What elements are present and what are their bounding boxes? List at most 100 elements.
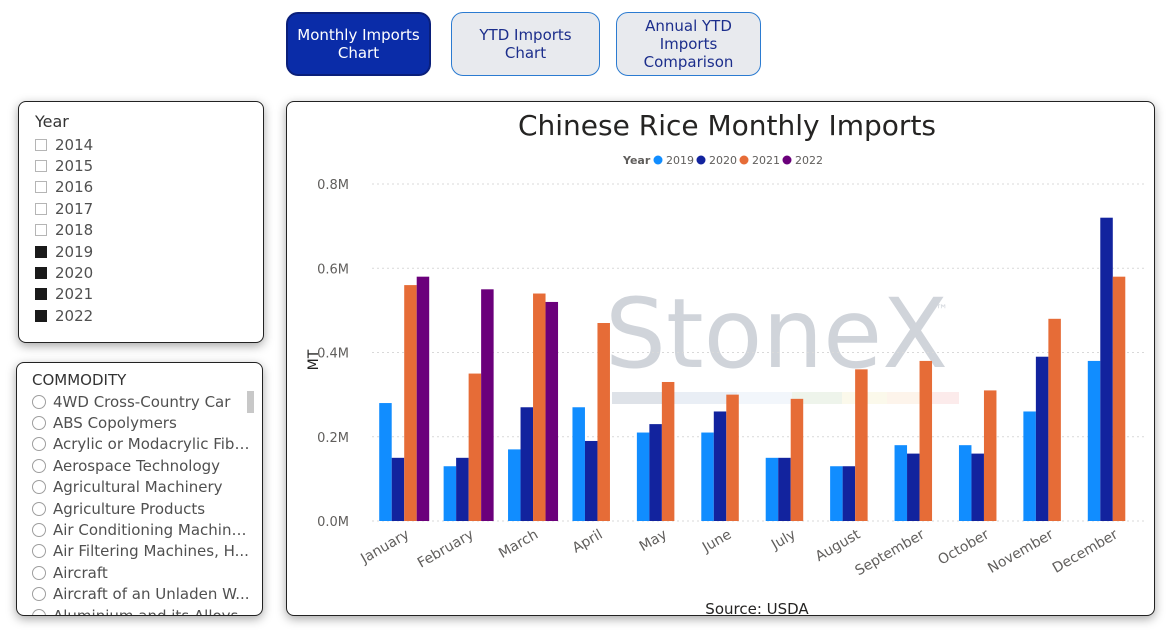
year-option-2015[interactable]: 2015 bbox=[35, 155, 263, 176]
commodity-option[interactable]: Aluminium and its Alloys... bbox=[32, 605, 262, 615]
tab-annual-ytd-imports-comparison[interactable]: Annual YTD Imports Comparison bbox=[616, 12, 761, 76]
x-tick-label: November bbox=[985, 526, 1056, 576]
commodity-option[interactable]: Aerospace Technology bbox=[32, 455, 262, 476]
bar-2019 bbox=[958, 445, 972, 521]
bar-2021 bbox=[468, 373, 482, 521]
bar-2021 bbox=[1112, 276, 1126, 521]
watermark-stripe bbox=[927, 392, 959, 404]
bar-2020 bbox=[1035, 356, 1049, 521]
legend-marker bbox=[782, 155, 792, 165]
commodity-label: Aircraft bbox=[53, 563, 108, 582]
watermark-stripe bbox=[612, 392, 672, 404]
x-tick-label: May bbox=[637, 527, 670, 555]
radio-button[interactable] bbox=[32, 587, 46, 602]
radio-button[interactable] bbox=[32, 544, 46, 559]
checkbox[interactable] bbox=[35, 181, 47, 194]
checkbox[interactable] bbox=[35, 160, 47, 173]
checkbox-checked[interactable] bbox=[35, 288, 47, 301]
watermark-stripe bbox=[887, 392, 927, 404]
bar-2019 bbox=[379, 403, 392, 521]
legend-title: Year bbox=[622, 154, 651, 167]
radio-button[interactable] bbox=[32, 608, 46, 615]
y-tick-label: 0.0M bbox=[317, 515, 349, 530]
commodity-option[interactable]: 4WD Cross-Country Car bbox=[32, 391, 262, 412]
year-list: 2014 2015 2016 2017 2018 2019 2020 2021 … bbox=[35, 134, 263, 327]
checkbox-checked[interactable] bbox=[35, 245, 47, 258]
watermark-stripe bbox=[737, 392, 792, 404]
radio-button[interactable] bbox=[32, 394, 46, 409]
year-option-2021[interactable]: 2021 bbox=[35, 284, 263, 305]
commodity-label: ABS Copolymers bbox=[53, 414, 177, 433]
year-option-2016[interactable]: 2016 bbox=[35, 177, 263, 198]
commodity-option[interactable]: Aircraft of an Unladen W... bbox=[32, 584, 262, 605]
year-slicer-title: Year bbox=[35, 112, 69, 131]
year-option-2018[interactable]: 2018 bbox=[35, 220, 263, 241]
year-option-2019[interactable]: 2019 bbox=[35, 241, 263, 262]
bar-2020 bbox=[649, 424, 662, 521]
bar-2022 bbox=[481, 289, 494, 521]
commodity-option[interactable]: Agricultural Machinery bbox=[32, 477, 262, 498]
year-slicer: Year 2014 2015 2016 2017 2018 2019 2020 … bbox=[18, 101, 264, 343]
x-tick-label: February bbox=[415, 527, 477, 572]
bar-2021 bbox=[983, 390, 997, 521]
radio-button[interactable] bbox=[32, 416, 46, 431]
legend-label: 2022 bbox=[795, 154, 823, 167]
tab-monthly-imports-chart[interactable]: Monthly Imports Chart bbox=[286, 12, 431, 76]
commodity-option[interactable]: Aircraft bbox=[32, 562, 262, 583]
checkbox[interactable] bbox=[35, 202, 47, 215]
stonex-watermark: StoneX ™ bbox=[605, 278, 959, 404]
commodity-option[interactable]: Acrylic or Modacrylic Fibr... bbox=[32, 434, 262, 455]
y-tick-label: 0.4M bbox=[317, 347, 349, 362]
monthly-imports-chart: Chinese Rice Monthly Imports Year 2019 202… bbox=[306, 109, 1145, 616]
radio-button[interactable] bbox=[32, 501, 46, 516]
checkbox-checked[interactable] bbox=[35, 309, 47, 322]
x-axis: January February March April May June July Augu… bbox=[357, 526, 1121, 579]
year-label: 2015 bbox=[55, 157, 94, 176]
checkbox[interactable] bbox=[35, 224, 47, 237]
commodity-option[interactable]: ABS Copolymers bbox=[32, 412, 262, 433]
bar-2019 bbox=[1087, 360, 1101, 521]
bars bbox=[379, 217, 1126, 521]
commodity-option[interactable]: Air Conditioning Machine... bbox=[32, 519, 262, 540]
year-option-2014[interactable]: 2014 bbox=[35, 134, 263, 155]
radio-button[interactable] bbox=[32, 458, 46, 473]
legend-marker bbox=[653, 155, 663, 165]
radio-button[interactable] bbox=[32, 565, 46, 580]
tab-label: Monthly Imports Chart bbox=[297, 26, 420, 62]
commodity-option[interactable]: Agriculture Products bbox=[32, 498, 262, 519]
checkbox-checked[interactable] bbox=[35, 267, 47, 280]
checkbox[interactable] bbox=[35, 138, 47, 151]
bar-2019 bbox=[894, 445, 908, 521]
bar-2021 bbox=[404, 285, 417, 521]
bar-2019 bbox=[830, 466, 843, 521]
x-tick-label: January bbox=[357, 527, 412, 568]
bar-2020 bbox=[520, 407, 534, 521]
commodity-label: Air Filtering Machines, H... bbox=[53, 542, 249, 561]
commodity-slicer: COMMODITY 4WD Cross-Country Car ABS Copo… bbox=[16, 362, 263, 616]
year-option-2020[interactable]: 2020 bbox=[35, 262, 263, 283]
scrollbar-thumb[interactable] bbox=[247, 391, 254, 413]
commodity-slicer-title: COMMODITY bbox=[32, 371, 127, 389]
bar-2021 bbox=[1048, 318, 1061, 521]
radio-button[interactable] bbox=[32, 480, 46, 495]
chart-title: Chinese Rice Monthly Imports bbox=[518, 109, 936, 142]
chart-source: Source: USDA bbox=[705, 600, 809, 616]
bar-2019 bbox=[1023, 411, 1036, 521]
year-label: 2021 bbox=[55, 285, 94, 304]
bar-2021 bbox=[726, 394, 739, 521]
year-option-2022[interactable]: 2022 bbox=[35, 305, 263, 326]
commodity-label: Acrylic or Modacrylic Fibr... bbox=[53, 435, 253, 454]
tab-ytd-imports-chart[interactable]: YTD Imports Chart bbox=[451, 12, 600, 76]
legend-label: 2021 bbox=[752, 154, 780, 167]
bar-2019 bbox=[765, 457, 779, 521]
year-label: 2019 bbox=[55, 242, 94, 261]
tab-label: YTD Imports Chart bbox=[479, 26, 572, 62]
watermark-text: StoneX bbox=[605, 278, 948, 390]
radio-button[interactable] bbox=[32, 523, 46, 538]
year-label: 2017 bbox=[55, 199, 94, 218]
commodity-option[interactable]: Air Filtering Machines, H... bbox=[32, 541, 262, 562]
year-option-2017[interactable]: 2017 bbox=[35, 198, 263, 219]
bar-2021 bbox=[661, 381, 675, 521]
radio-button[interactable] bbox=[32, 437, 46, 452]
year-label: 2018 bbox=[55, 221, 94, 240]
